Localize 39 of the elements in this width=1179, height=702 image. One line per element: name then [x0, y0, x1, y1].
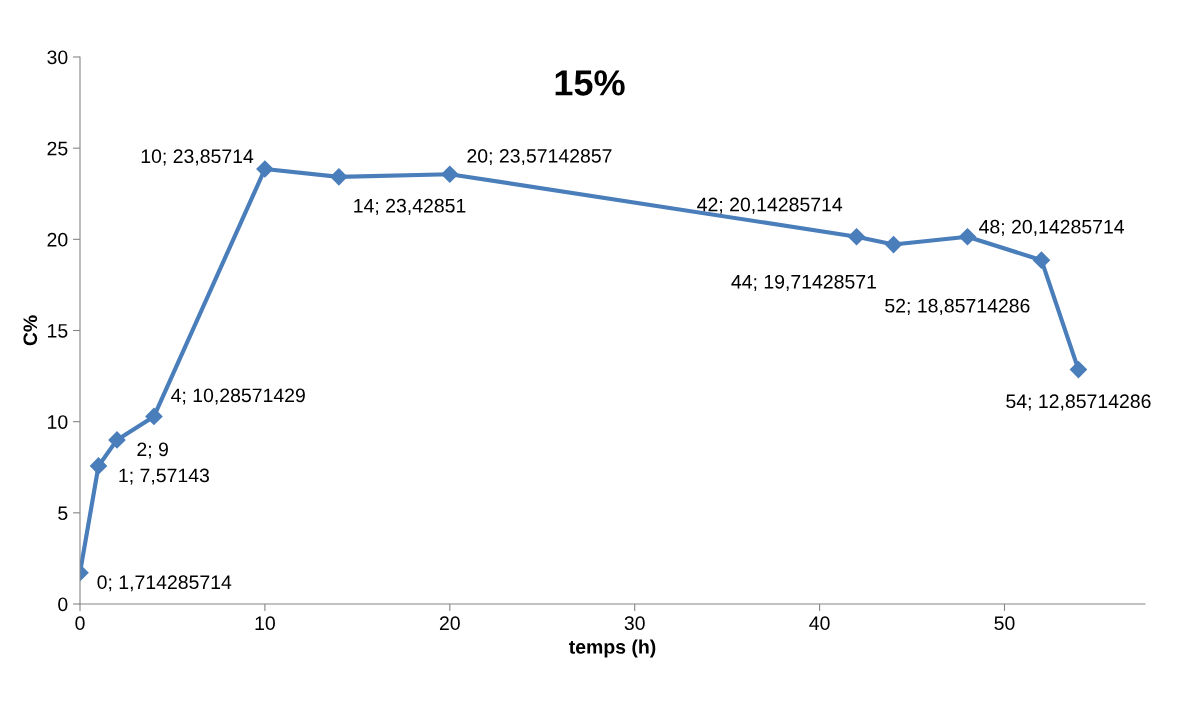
- y-tick-label: 0: [58, 597, 68, 612]
- point: [848, 228, 866, 246]
- x-tick-label: 0: [75, 616, 85, 631]
- x-tick-label: 30: [624, 616, 645, 631]
- point: [89, 457, 108, 475]
- data-label: 20; 23,57142857: [467, 149, 612, 166]
- point: [884, 235, 903, 254]
- data-label: 44; 19,71428571: [731, 274, 876, 291]
- point: [256, 160, 274, 178]
- data-label: 10; 23,85714: [141, 149, 254, 166]
- y-tick-label: 15: [48, 324, 68, 338]
- x-axis-title: temps (h): [568, 639, 656, 658]
- y-tick-label: 20: [47, 232, 68, 247]
- point: [108, 431, 126, 449]
- point: [441, 165, 459, 183]
- data-label: 1; 7,57143: [119, 468, 209, 485]
- point: [1069, 361, 1087, 379]
- point: [958, 228, 977, 246]
- data-label: 48; 20,14285714: [979, 219, 1125, 236]
- data-label: 4; 10,28571429: [171, 388, 305, 405]
- x-tick-label: 40: [809, 616, 830, 631]
- x-tick-label: 20: [439, 616, 460, 631]
- data-label: 52; 18,85714286: [885, 298, 1030, 315]
- y-tick-label: 10: [48, 415, 68, 429]
- y-tick-label: 5: [58, 506, 68, 521]
- data-label: 14; 23,42851: [354, 198, 466, 215]
- data-label: 54; 12,85714286: [1006, 394, 1151, 411]
- data-label: 2; 9: [137, 442, 168, 459]
- data-label: 42; 20,14285714: [697, 197, 843, 214]
- x-tick-label: 10: [255, 616, 275, 631]
- point: [1032, 251, 1051, 269]
- y-tick-label: 30: [47, 50, 68, 65]
- point: [330, 168, 348, 186]
- chart-title: 15%: [555, 70, 625, 96]
- point: [145, 407, 163, 426]
- data-label: 0; 1,714285714: [97, 575, 232, 592]
- y-axis-title: C%: [23, 315, 38, 346]
- x-tick-label: 50: [994, 616, 1015, 631]
- y-tick-label: 25: [47, 141, 68, 156]
